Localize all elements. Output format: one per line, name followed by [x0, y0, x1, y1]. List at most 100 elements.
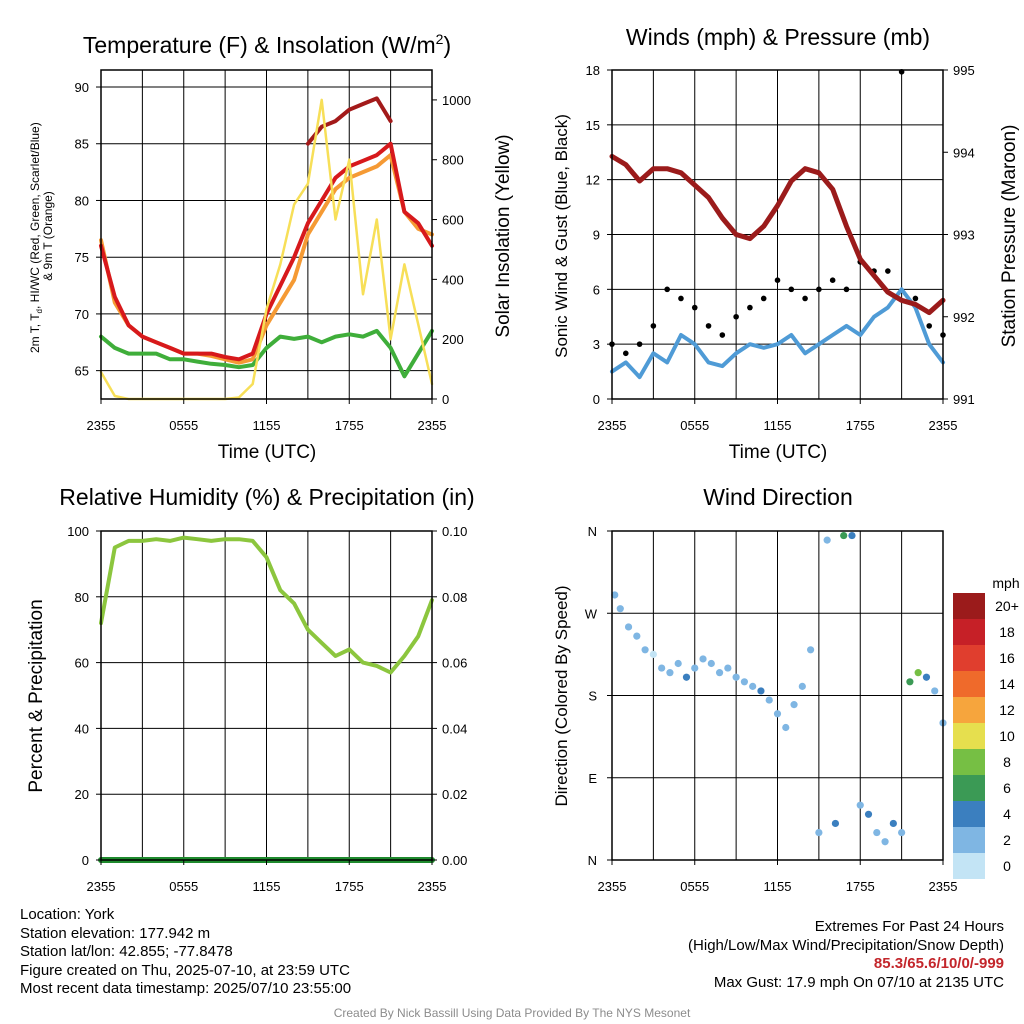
credit-line: Created By Nick Bassill Using Data Provi… [333, 1006, 691, 1020]
winds-grid [611, 69, 944, 400]
recent-data-timestamp: Most recent data timestamp: 2025/07/10 2… [20, 980, 352, 997]
winds-y-tick-label: 3 [593, 337, 600, 352]
extremes-fields: (High/Low/Max Wind/Precipitation/Snow De… [688, 936, 1004, 954]
direction-point [831, 819, 840, 828]
station-elevation: Station elevation: 177.942 m [20, 924, 211, 942]
direction-x-tick-label: 2355 [929, 879, 958, 894]
direction-y-tick-label: E [588, 771, 597, 786]
gust-point [912, 295, 919, 302]
winds-axis-ticks: 2355 0555 1155 1755 2355 0 3 6 9 12 15 18 991 992 993 9… [586, 63, 975, 433]
gust-point [678, 295, 684, 302]
temperature-x-tick-label: 2355 [87, 418, 116, 433]
winds-series [609, 69, 946, 380]
gust-point [650, 323, 657, 329]
station-location: Location: York [20, 906, 115, 923]
direction-point [658, 664, 666, 672]
direction-point [611, 591, 619, 599]
direction-point [848, 531, 856, 540]
humidity-right-tick-label: 0.06 [442, 656, 467, 671]
temperature-right-tick-label: 800 [442, 153, 464, 168]
colorbar-label: 14 [999, 676, 1015, 692]
colorbar-swatch [953, 645, 985, 671]
colorbar-swatch [953, 827, 985, 853]
winds-right-tick-label: 994 [953, 145, 975, 160]
direction-x-tick-label: 0555 [680, 879, 709, 894]
colorbar-unit-label: mph [992, 575, 1019, 591]
gust-point [760, 295, 767, 302]
humidity-y-tick-label: 100 [67, 524, 89, 539]
gust-point [664, 286, 670, 293]
winds-y-tick-label: 0 [593, 392, 600, 407]
direction-x-tick-label: 1755 [846, 879, 875, 894]
temperature-x-tick-label: 0555 [169, 418, 198, 433]
direction-point [674, 659, 682, 668]
temperature-panel: Temperature (F) & Insolation (W/m2) 2355… [28, 31, 514, 463]
station-info: Location: York Station elevation: 177.94… [20, 906, 351, 999]
humidity-right-tick-label: 0.02 [442, 787, 467, 802]
speed-colorbar: 20+ 18 16 14 12 10 8 6 4 2 0 [953, 593, 1019, 879]
direction-x-tick-label: 1155 [764, 879, 792, 894]
winds-y-tick-label: 18 [586, 63, 600, 78]
temperature-chart-title: Temperature (F) & Insolation (W/m2) [83, 31, 451, 58]
winds-right-tick-label: 993 [953, 228, 975, 243]
temperature-x-axis-label: Time (UTC) [218, 442, 317, 463]
temperature-right-tick-label: 400 [442, 272, 464, 287]
direction-y-tick-label: S [588, 689, 597, 704]
direction-x-tick-label: 2355 [598, 879, 627, 894]
gust-point [691, 304, 698, 311]
humidity-x-tick-label: 0555 [169, 879, 198, 894]
colorbar-swatch [953, 593, 985, 619]
rh-series-line [99, 535, 434, 675]
direction-point [881, 838, 889, 846]
gust-point [622, 350, 629, 357]
temperature-right-tick-label: 600 [442, 213, 464, 228]
direction-point [840, 531, 848, 540]
direction-point [624, 623, 633, 631]
temperature-y-tick-label: 75 [75, 250, 89, 265]
direction-point [732, 673, 740, 681]
direction-point [740, 678, 749, 686]
direction-point [649, 650, 657, 658]
temperature-y-axis-label: 2m T, Td, HI/WC (Red, Green, Scarlet/Blu… [28, 119, 55, 353]
temperature-right-tick-label: 200 [442, 332, 464, 347]
temperature-x-tick-label: 2355 [418, 418, 447, 433]
colorbar-label: 16 [999, 650, 1015, 666]
pressure-series-line [609, 153, 946, 316]
direction-point [790, 701, 798, 709]
colorbar-label: 2 [1003, 832, 1011, 848]
winds-x-tick-label: 1755 [846, 418, 875, 433]
direction-point [724, 664, 732, 672]
direction-y-axis-label: Direction (Colored By Speed) [552, 585, 571, 806]
gust-point [705, 323, 712, 329]
direction-point [931, 687, 939, 695]
gust-point [719, 332, 726, 338]
colorbar-swatch [953, 801, 985, 827]
winds-y-tick-label: 15 [586, 118, 600, 133]
winds-right-tick-label: 991 [953, 392, 975, 407]
direction-grid [611, 530, 944, 861]
extremes-heading: Extremes For Past 24 Hours [814, 918, 1004, 935]
direction-point [757, 687, 765, 695]
direction-point [715, 669, 724, 677]
winds-x-tick-label: 1155 [764, 418, 792, 433]
gust-point [816, 286, 822, 293]
direction-point [906, 678, 914, 686]
temperature-y-tick-label: 65 [75, 364, 89, 379]
colorbar-swatch [953, 775, 985, 801]
direction-point [707, 659, 715, 668]
humidity-y-tick-label: 40 [75, 721, 89, 736]
direction-y-tick-label: N [588, 524, 597, 539]
winds-y-axis-label: Sonic Wind & Gust (Blue, Black) [552, 114, 571, 358]
station-lat-lon: Station lat/lon: 42.855; -77.8478 [20, 943, 233, 960]
gust-point [733, 313, 739, 320]
direction-y-tick-label: N [588, 853, 597, 868]
gust-point [843, 286, 850, 293]
gust-point [788, 286, 795, 293]
humidity-axis-ticks: 2355 0555 1155 1755 2355 0 20 40 60 80 100 0.00 0.02… [67, 524, 467, 894]
humidity-y-tick-label: 80 [75, 590, 89, 605]
winds-x-tick-label: 2355 [598, 418, 627, 433]
direction-point [922, 673, 931, 681]
direction-point [641, 646, 649, 654]
temperature-y-tick-label: 90 [75, 80, 89, 95]
